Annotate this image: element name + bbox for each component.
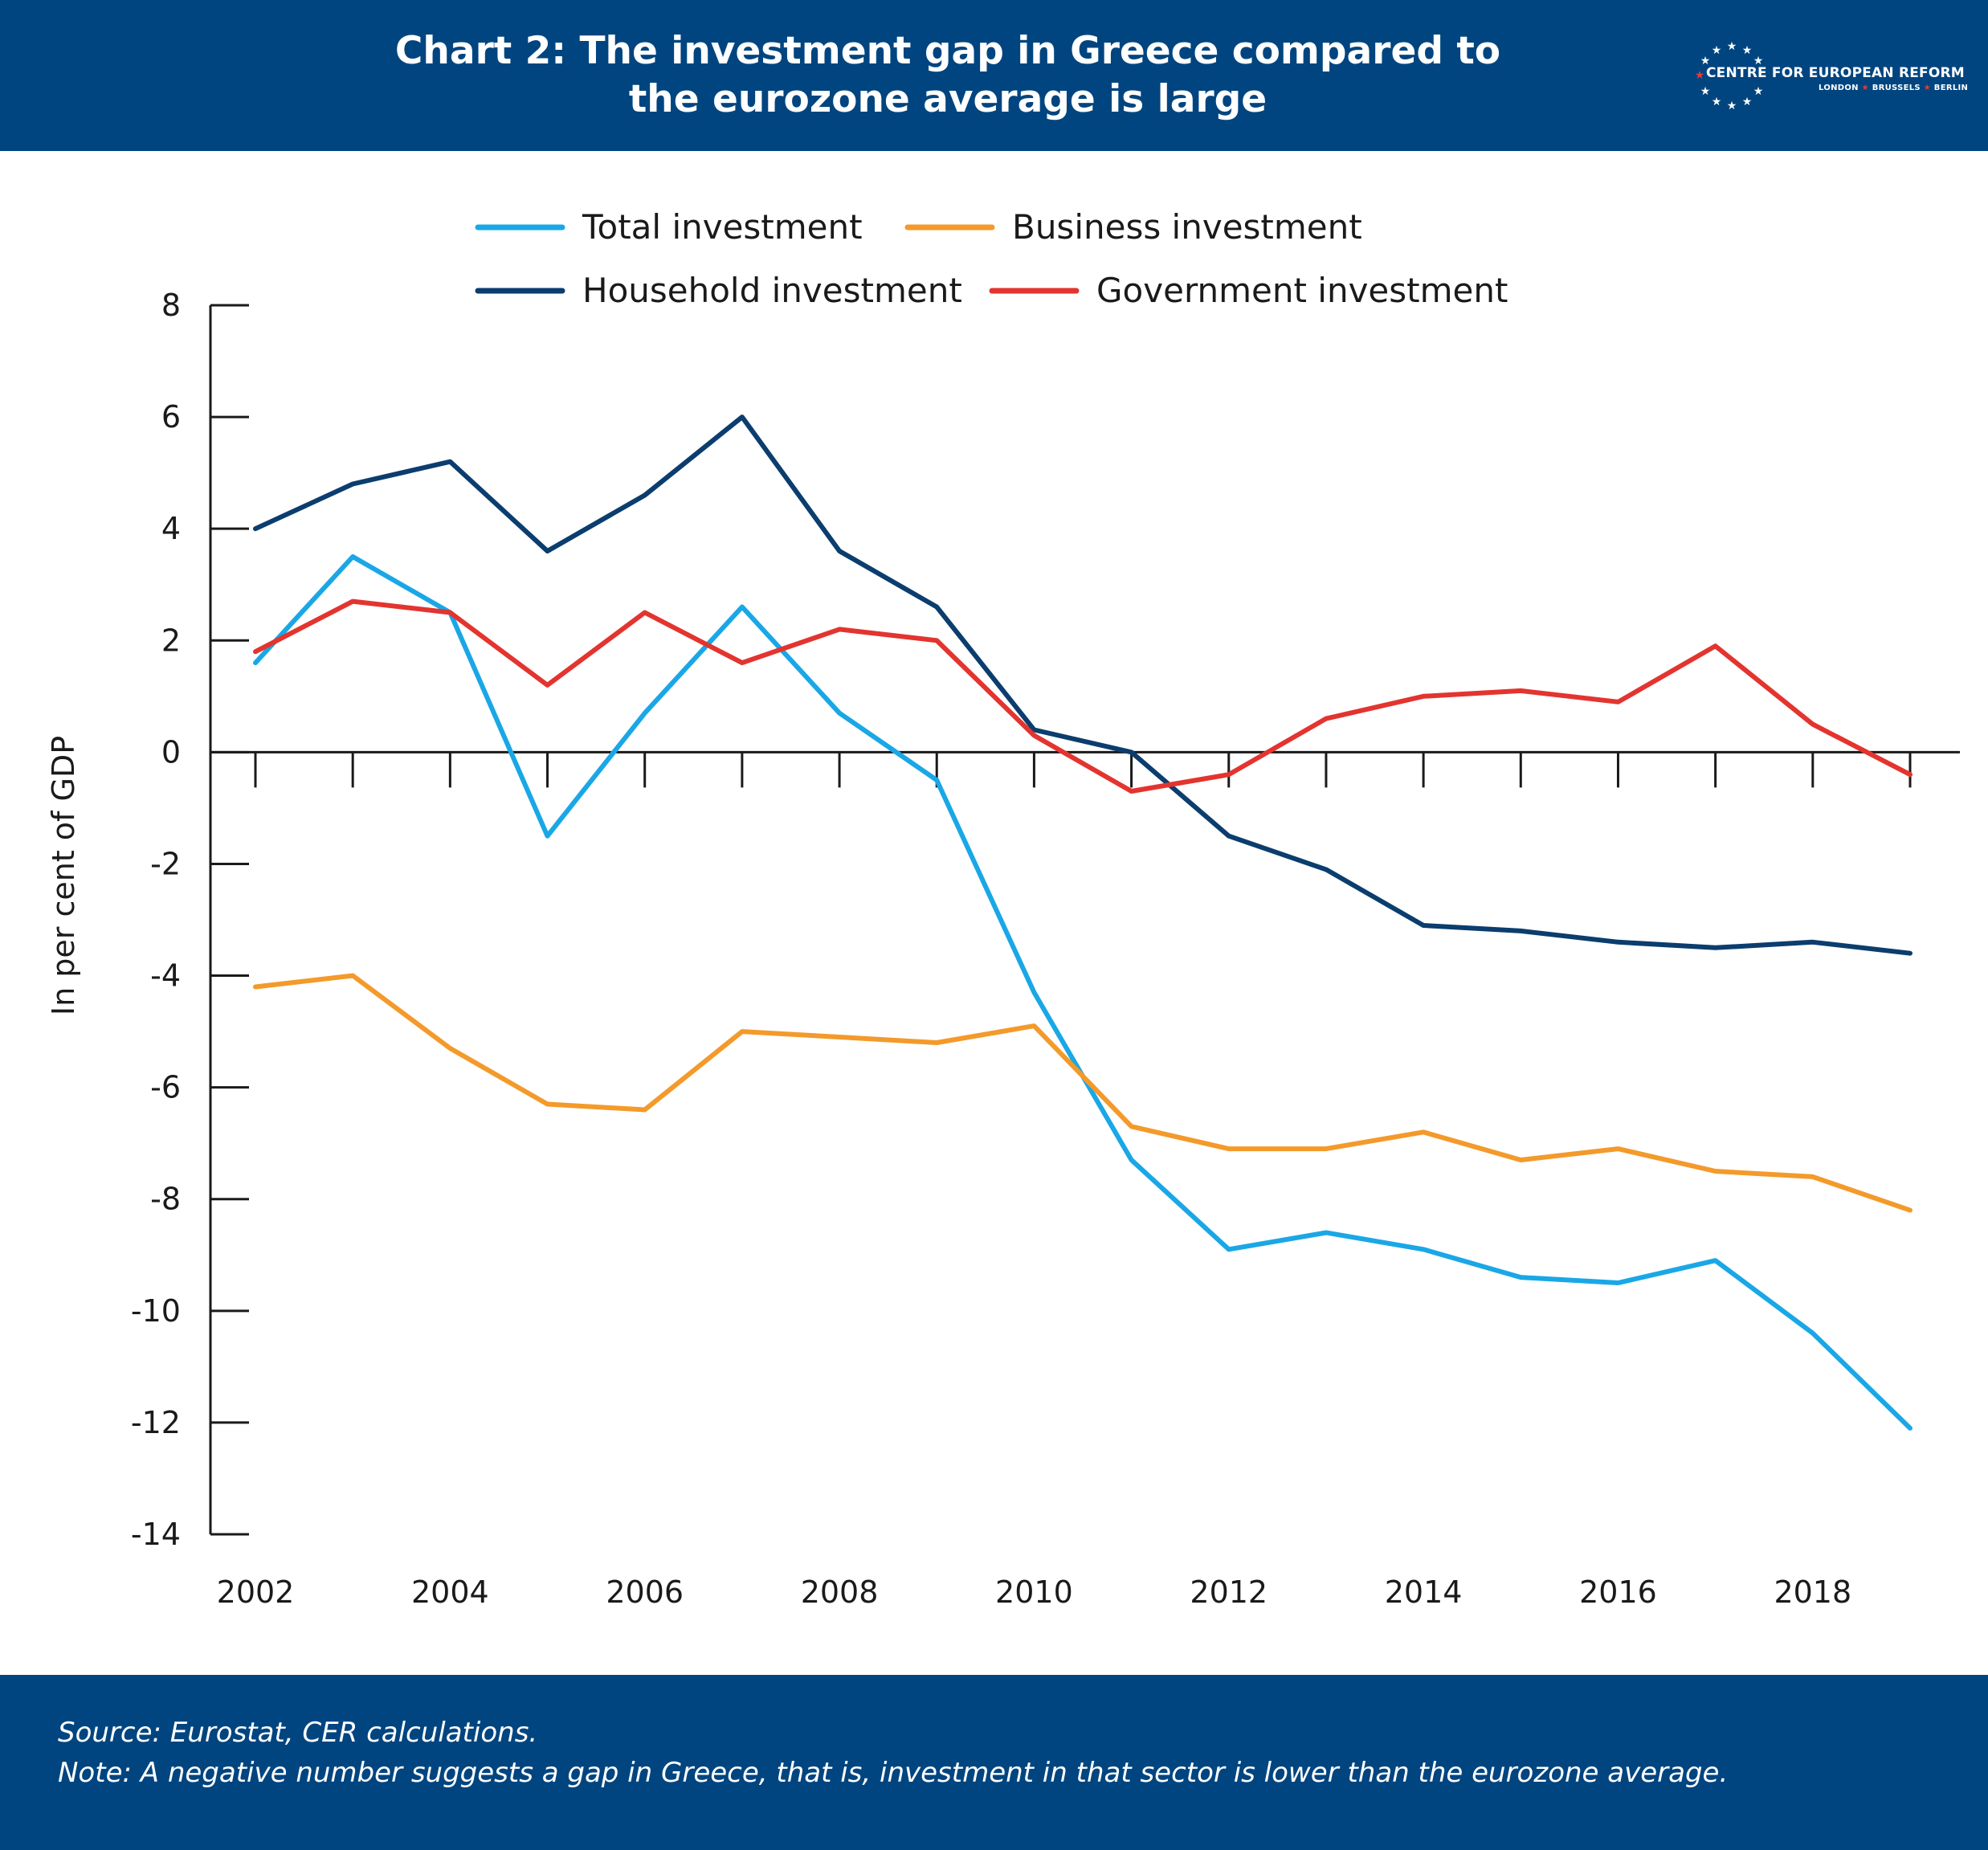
x-tick-label: 2018: [1774, 1574, 1851, 1610]
svg-text:★: ★: [1742, 96, 1753, 108]
legend-item: Government investment: [989, 271, 1508, 310]
y-tick-label: 0: [161, 734, 181, 770]
svg-text:★: ★: [1753, 85, 1764, 98]
legend-item: Total investment: [475, 207, 863, 247]
svg-text:★: ★: [1753, 55, 1764, 67]
logo-city: LONDON: [1819, 84, 1859, 92]
logo-separator-icon: ★: [1861, 84, 1869, 92]
y-tick-label: 4: [161, 511, 181, 546]
series-line: [253, 973, 1912, 1213]
y-tick-label: 6: [161, 399, 181, 435]
y-tick-label: -6: [150, 1070, 181, 1105]
title-line-2: the eurozone average is large: [628, 77, 1268, 121]
logo-city: BRUSSELS: [1872, 84, 1921, 92]
x-tick-label: 2016: [1579, 1574, 1657, 1610]
chart-series: [253, 415, 1912, 1431]
logo-cities: LONDON ★ BRUSSELS ★ BERLIN: [1819, 84, 1968, 92]
line-chart: Total investment Business investment House…: [46, 207, 1960, 1610]
svg-text:★: ★: [1700, 85, 1711, 98]
x-tick-label: 2004: [411, 1574, 489, 1610]
legend-item: Business investment: [904, 207, 1362, 247]
series-line: [253, 554, 1912, 1431]
chart-axes: 8 6 4 2 0 -2 -4 -6 -8 -10 -12 -14 2002 2004 2006 2008 20…: [131, 288, 1960, 1610]
y-tick-label: -14: [131, 1517, 181, 1552]
y-tick-label: 2: [161, 623, 181, 658]
y-tick-label: -2: [150, 846, 181, 881]
legend-label: Household investment: [582, 271, 962, 310]
x-tick-label: 2008: [801, 1574, 879, 1610]
legend-label: Business investment: [1012, 207, 1362, 247]
title-line-1: Chart 2: The investment gap in Greece co…: [394, 29, 1501, 73]
legend-item: Household investment: [475, 271, 962, 310]
legend-label: Government investment: [1096, 271, 1508, 310]
svg-text:★: ★: [1695, 69, 1705, 82]
svg-text:★: ★: [1712, 44, 1722, 57]
logo-city: BERLIN: [1933, 84, 1969, 92]
svg-text:★: ★: [1712, 96, 1722, 108]
svg-text:★: ★: [1742, 44, 1753, 57]
eu-stars-icon: ★ ★ ★ ★ ★ ★ ★ ★ ★ ★ ★: [1695, 40, 1764, 112]
note-text: Note: A negative number suggests a gap i…: [58, 1757, 1729, 1789]
svg-text:★: ★: [1700, 55, 1711, 67]
cer-logo: ★ ★ ★ ★ ★ ★ ★ ★ ★ ★ ★ CENTRE FOR EUROPEA…: [1685, 34, 1968, 122]
y-tick-label: -8: [150, 1182, 181, 1217]
logo-separator-icon: ★: [1923, 84, 1931, 92]
y-tick-label: -12: [131, 1405, 181, 1440]
x-tick-label: 2010: [995, 1574, 1073, 1610]
y-tick-label: 8: [161, 288, 181, 323]
y-tick-label: -4: [150, 958, 181, 994]
svg-text:★: ★: [1727, 100, 1737, 112]
x-tick-label: 2006: [606, 1574, 684, 1610]
x-tick-label: 2002: [217, 1574, 295, 1610]
svg-text:★: ★: [1727, 40, 1737, 53]
legend-label: Total investment: [582, 207, 863, 247]
x-tick-label: 2014: [1385, 1574, 1463, 1610]
chart-legend: Total investment Business investment House…: [475, 207, 1508, 310]
x-tick-label: 2012: [1190, 1574, 1268, 1610]
series-line: [253, 415, 1912, 956]
series-line: [253, 598, 1912, 794]
chart-footer: Source: Eurostat, CER calculations. Note…: [0, 1675, 1988, 1850]
y-axis-label: In per cent of GDP: [46, 736, 81, 1015]
chart-title: Chart 2: The investment gap in Greece co…: [241, 27, 1655, 124]
source-text: Source: Eurostat, CER calculations.: [58, 1717, 538, 1749]
chart-header: Chart 2: The investment gap in Greece co…: [0, 0, 1988, 151]
y-tick-label: -10: [131, 1293, 181, 1329]
logo-name: CENTRE FOR EUROPEAN REFORM: [1706, 65, 1965, 81]
